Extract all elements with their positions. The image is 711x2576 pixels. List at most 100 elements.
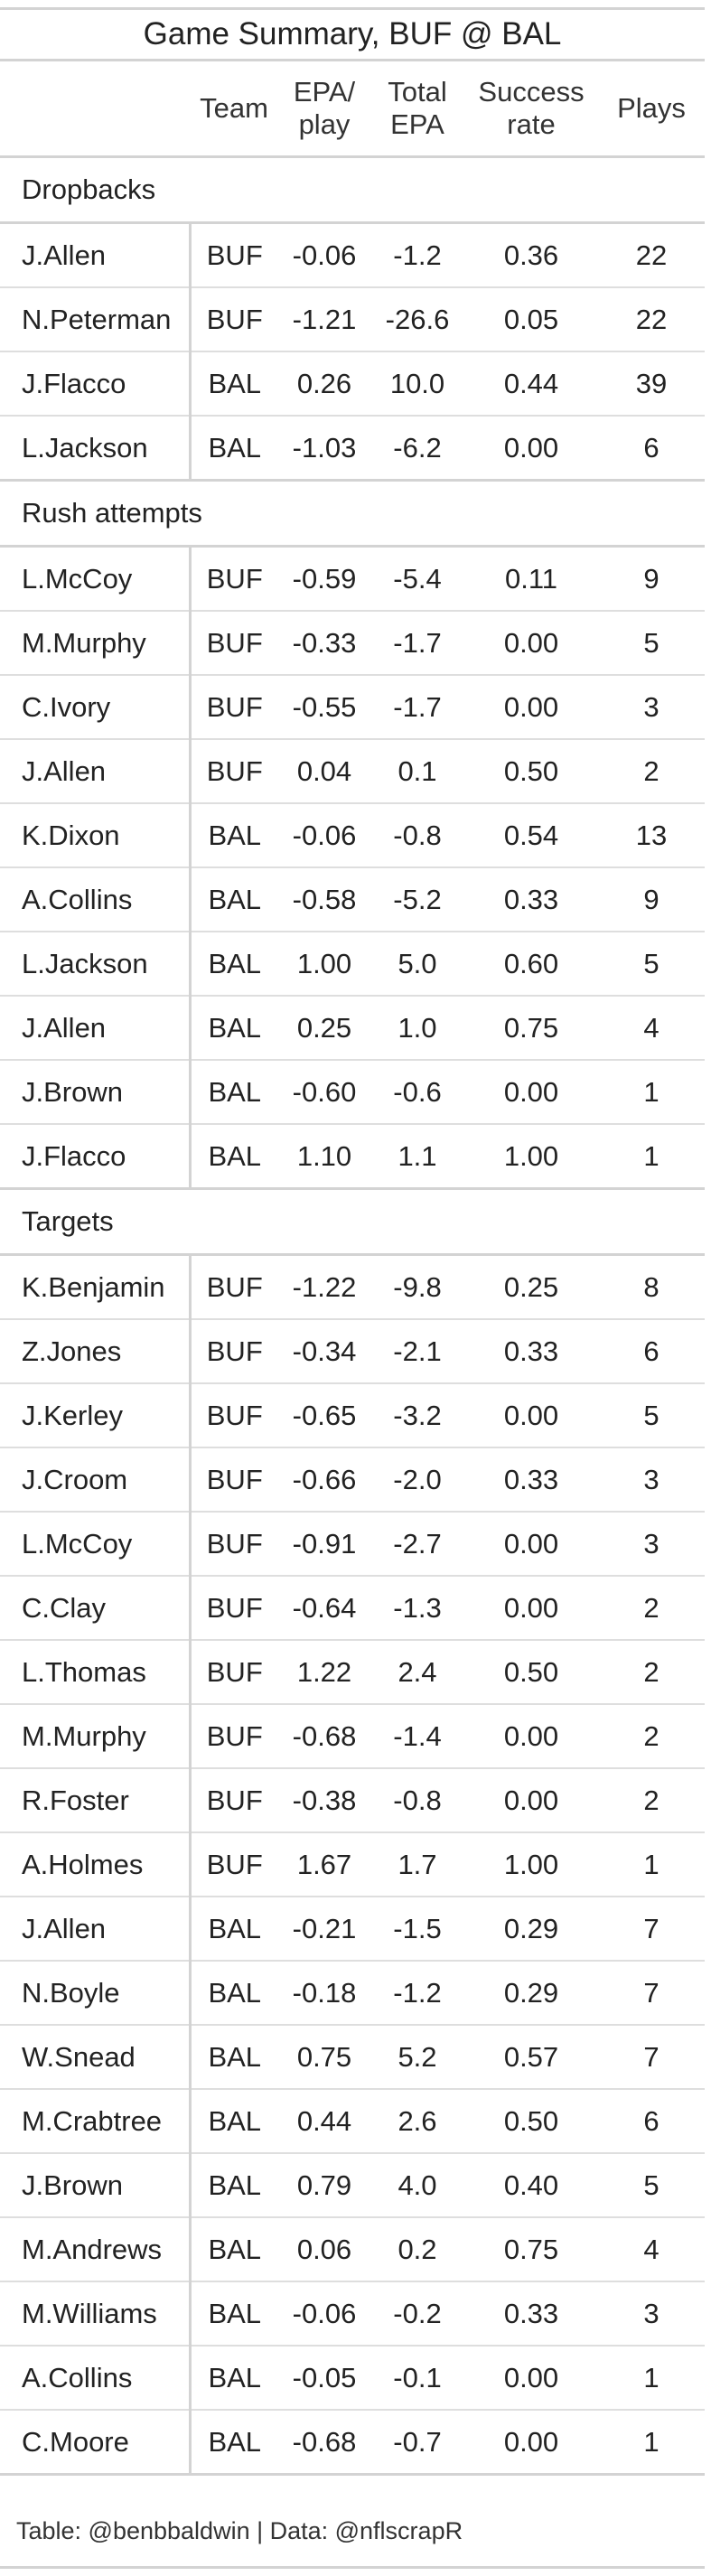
cell-plays: 39 — [598, 351, 706, 417]
cell-epa-play: -0.66 — [278, 1447, 370, 1513]
cell-plays: 6 — [598, 1319, 706, 1384]
cell-team: BUF — [190, 739, 278, 804]
cell-total-epa: 4.0 — [370, 2153, 464, 2218]
cell-total-epa: -1.5 — [370, 1897, 464, 1962]
cell-epa-play: -1.03 — [278, 416, 370, 482]
cell-success-rate: 0.00 — [464, 1704, 598, 1769]
cell-total-epa: -1.7 — [370, 611, 464, 676]
cell-team: BUF — [190, 1704, 278, 1769]
cell-epa-play: -0.68 — [278, 1704, 370, 1769]
cell-success-rate: 0.00 — [464, 1512, 598, 1577]
cell-success-rate: 0.50 — [464, 1640, 598, 1705]
cell-success-rate: 0.33 — [464, 2281, 598, 2347]
cell-team: BAL — [190, 1897, 278, 1962]
cell-player: R.Foster — [0, 1768, 192, 1833]
cell-epa-play: -0.55 — [278, 675, 370, 740]
cell-success-rate: 0.00 — [464, 1576, 598, 1641]
cell-team: BUF — [190, 1640, 278, 1705]
cell-player: J.Flacco — [0, 351, 192, 417]
cell-team: BAL — [190, 351, 278, 417]
group-label: Dropbacks — [0, 156, 706, 224]
cell-team: BAL — [190, 2089, 278, 2154]
table-row: M.Crabtree BAL 0.44 2.6 0.50 6 — [0, 2089, 706, 2154]
column-header-epa-play: EPA/play — [278, 60, 370, 158]
cell-plays: 1 — [598, 1060, 706, 1125]
cell-success-rate: 0.33 — [464, 1447, 598, 1513]
cell-player: J.Allen — [0, 996, 192, 1061]
cell-team: BUF — [190, 675, 278, 740]
cell-total-epa: -6.2 — [370, 416, 464, 482]
cell-total-epa: 2.4 — [370, 1640, 464, 1705]
table-row: K.Dixon BAL -0.06 -0.8 0.54 13 — [0, 803, 706, 868]
cell-team: BUF — [190, 1254, 278, 1320]
cell-plays: 6 — [598, 2089, 706, 2154]
group-row: Rush attempts — [0, 480, 706, 548]
cell-total-epa: -1.3 — [370, 1576, 464, 1641]
cell-epa-play: 0.04 — [278, 739, 370, 804]
table-row: J.Flacco BAL 0.26 10.0 0.44 39 — [0, 351, 706, 417]
cell-total-epa: 5.0 — [370, 932, 464, 997]
cell-player: A.Collins — [0, 867, 192, 932]
cell-success-rate: 0.50 — [464, 739, 598, 804]
cell-plays: 4 — [598, 996, 706, 1061]
cell-total-epa: -3.2 — [370, 1383, 464, 1448]
table-row: M.Murphy BUF -0.33 -1.7 0.00 5 — [0, 611, 706, 676]
cell-team: BAL — [190, 932, 278, 997]
cell-epa-play: 0.79 — [278, 2153, 370, 2218]
cell-player: J.Croom — [0, 1447, 192, 1513]
cell-player: M.Andrews — [0, 2217, 192, 2282]
cell-total-epa: -0.8 — [370, 1768, 464, 1833]
cell-team: BUF — [190, 1383, 278, 1448]
column-header-plays: Plays — [598, 60, 706, 158]
cell-player: J.Allen — [0, 1897, 192, 1962]
table-row: N.Boyle BAL -0.18 -1.2 0.29 7 — [0, 1961, 706, 2026]
column-header-success-rate: Success rate — [464, 60, 598, 158]
cell-epa-play: -0.34 — [278, 1319, 370, 1384]
cell-team: BUF — [190, 1319, 278, 1384]
cell-plays: 22 — [598, 222, 706, 288]
cell-player: Z.Jones — [0, 1319, 192, 1384]
table-row: R.Foster BUF -0.38 -0.8 0.00 2 — [0, 1768, 706, 1833]
cell-epa-play: -0.21 — [278, 1897, 370, 1962]
table-row: M.Williams BAL -0.06 -0.2 0.33 3 — [0, 2281, 706, 2347]
cell-total-epa: -0.1 — [370, 2346, 464, 2411]
cell-success-rate: 0.00 — [464, 1060, 598, 1125]
cell-player: C.Moore — [0, 2410, 192, 2476]
cell-plays: 4 — [598, 2217, 706, 2282]
table-row: W.Snead BAL 0.75 5.2 0.57 7 — [0, 2025, 706, 2090]
cell-epa-play: -0.60 — [278, 1060, 370, 1125]
cell-total-epa: -1.2 — [370, 1961, 464, 2026]
table-body: Dropbacks J.Allen BUF -0.06 -1.2 0.36 22 N.Pete… — [0, 156, 706, 2476]
cell-team: BAL — [190, 2153, 278, 2218]
cell-total-epa: -1.7 — [370, 675, 464, 740]
cell-epa-play: -0.06 — [278, 2281, 370, 2347]
cell-success-rate: 0.00 — [464, 1383, 598, 1448]
cell-team: BAL — [190, 2281, 278, 2347]
cell-player: J.Flacco — [0, 1124, 192, 1190]
cell-player: M.Williams — [0, 2281, 192, 2347]
cell-epa-play: -0.38 — [278, 1768, 370, 1833]
table-row: J.Brown BAL -0.60 -0.6 0.00 1 — [0, 1060, 706, 1125]
cell-plays: 3 — [598, 675, 706, 740]
cell-total-epa: 10.0 — [370, 351, 464, 417]
cell-plays: 1 — [598, 1832, 706, 1897]
cell-player: J.Allen — [0, 739, 192, 804]
table-row: A.Collins BAL -0.05 -0.1 0.00 1 — [0, 2346, 706, 2411]
group-label: Targets — [0, 1188, 706, 1256]
cell-team: BAL — [190, 803, 278, 868]
table-row: L.McCoy BUF -0.91 -2.7 0.00 3 — [0, 1512, 706, 1577]
cell-epa-play: -0.64 — [278, 1576, 370, 1641]
cell-epa-play: -0.18 — [278, 1961, 370, 2026]
cell-total-epa: -2.7 — [370, 1512, 464, 1577]
cell-plays: 1 — [598, 2346, 706, 2411]
cell-success-rate: 0.29 — [464, 1961, 598, 2026]
cell-plays: 3 — [598, 2281, 706, 2347]
group-row: Dropbacks — [0, 156, 706, 224]
cell-player: L.McCoy — [0, 1512, 192, 1577]
cell-success-rate: 0.33 — [464, 1319, 598, 1384]
column-header-team: Team — [190, 60, 278, 158]
group-label: Rush attempts — [0, 480, 706, 548]
cell-success-rate: 0.33 — [464, 867, 598, 932]
table-row: Z.Jones BUF -0.34 -2.1 0.33 6 — [0, 1319, 706, 1384]
table-row: J.Flacco BAL 1.10 1.1 1.00 1 — [0, 1124, 706, 1190]
